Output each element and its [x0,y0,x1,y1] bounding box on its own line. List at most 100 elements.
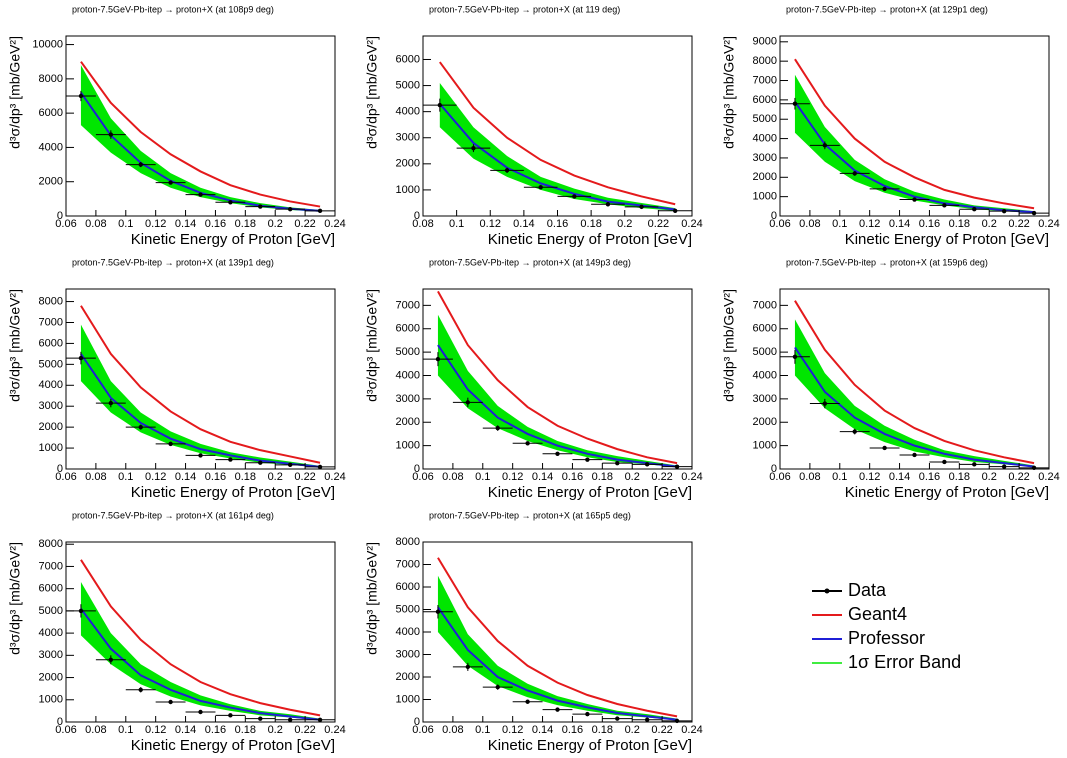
x-tick-label: 0.1 [118,218,133,230]
data-point [672,208,678,213]
plot-frame [779,288,1050,470]
data-point [882,445,887,451]
y-tick-label: 1000 [396,693,420,705]
data-point [287,717,293,722]
y-tick-label: 7000 [753,299,777,311]
x-tick-label: 0.1 [118,471,133,483]
x-tick-label: 0.18 [949,471,970,483]
data-point [228,713,233,718]
x-tick-label: 0.24 [1038,218,1059,230]
x-axis-label: Kinetic Energy of Proton [GeV] [845,231,1049,248]
data-point [942,459,947,465]
y-axis-label: d³σ/dp³ [mb/GeV²] [7,542,23,655]
error-band [80,324,321,468]
x-tick-label: 0.14 [532,471,553,483]
y-axis-label: d³σ/dp³ [mb/GeV²] [721,289,737,402]
x-tick-label: 0.14 [889,218,910,230]
y-tick-label: 2000 [39,671,63,683]
x-tick-label: 0.18 [235,724,256,736]
error-band [80,582,321,721]
x-tick-label: 0.08 [442,471,463,483]
x-tick-label: 0.12 [502,471,523,483]
plot-frame [65,541,336,723]
x-tick-label: 0.16 [562,471,583,483]
x-tick-label: 0.14 [532,724,553,736]
data-point [317,717,323,722]
data-point [572,194,577,199]
y-tick-label: 1000 [396,184,420,196]
y-tick-label: 3000 [396,132,420,144]
x-tick-label: 0.16 [919,471,940,483]
x-tick-label: 0.08 [85,471,106,483]
x-tick-label: 0.12 [145,218,166,230]
data-point [644,717,650,722]
x-tick-label: 0.08 [85,724,106,736]
x-tick-label: 0.2 [625,471,640,483]
y-tick-label: 2000 [753,416,777,428]
y-axis-label: d³σ/dp³ [mb/GeV²] [7,289,23,402]
x-tick-label: 0.1 [832,471,847,483]
data-point [942,203,947,208]
y-tick-label: 4000 [396,626,420,638]
x-tick-label: 0.2 [268,471,283,483]
y-tick-label: 4000 [39,379,63,391]
x-tick-label: 0.18 [235,471,256,483]
y-tick-label: 5000 [396,346,420,358]
data-point [1001,208,1007,214]
y-tick-label: 2000 [39,421,63,433]
y-tick-label: 3000 [39,649,63,661]
data-point [138,162,143,167]
data-point [435,609,441,614]
geant4-line [794,58,1035,210]
y-tick-label: 0 [57,716,63,728]
y-tick-label: 2000 [396,158,420,170]
x-tick-label: 0.06 [55,218,76,230]
data-point [852,171,857,176]
plot-frame [422,288,693,470]
x-tick-label: 0.16 [562,724,583,736]
data-point [585,711,590,717]
x-tick-label: 0.12 [502,724,523,736]
chart-title: proton-7.5GeV-Pb-itep → proton+X (at 129… [786,4,988,14]
x-tick-label: 0.22 [294,724,315,736]
x-tick-label: 0.18 [592,724,613,736]
y-tick-label: 4000 [396,106,420,118]
data-point [555,451,560,457]
data-point [852,429,857,434]
x-tick-label: 0.12 [480,218,501,230]
x-tick-label: 0.08 [442,724,463,736]
x-axis-label: Kinetic Energy of Proton [GeV] [845,484,1049,501]
x-tick-label: 0.22 [294,218,315,230]
geant4-line [439,61,676,206]
y-tick-label: 4000 [396,369,420,381]
error-band [80,65,321,212]
data-point [78,608,84,614]
data-point [198,453,203,458]
y-tick-label: 0 [414,463,420,475]
legend-label: 1σ Error Band [848,652,961,672]
data-point [972,207,977,212]
y-tick-label: 5000 [753,113,777,125]
x-tick-label: 0.08 [799,471,820,483]
plot-frame [65,288,336,470]
y-tick-label: 7000 [396,299,420,311]
error-band [794,319,1035,468]
x-tick-label: 0.18 [949,218,970,230]
x-tick-label: 0.06 [412,471,433,483]
y-tick-label: 10000 [32,38,63,50]
data-point [792,101,798,106]
x-tick-label: 0.18 [580,218,601,230]
x-tick-label: 0.14 [175,724,196,736]
x-tick-label: 0.06 [769,218,790,230]
data-point [465,400,471,405]
y-tick-label: 8000 [39,73,63,85]
data-point [605,202,611,207]
data-point [168,699,173,705]
professor-line [437,344,678,468]
geant4-line [80,61,321,208]
x-tick-label: 0.22 [1008,471,1029,483]
y-axis-label: d³σ/dp³ [mb/GeV²] [364,289,380,402]
data-point [495,425,500,431]
y-tick-label: 0 [771,463,777,475]
x-tick-label: 0.16 [919,218,940,230]
